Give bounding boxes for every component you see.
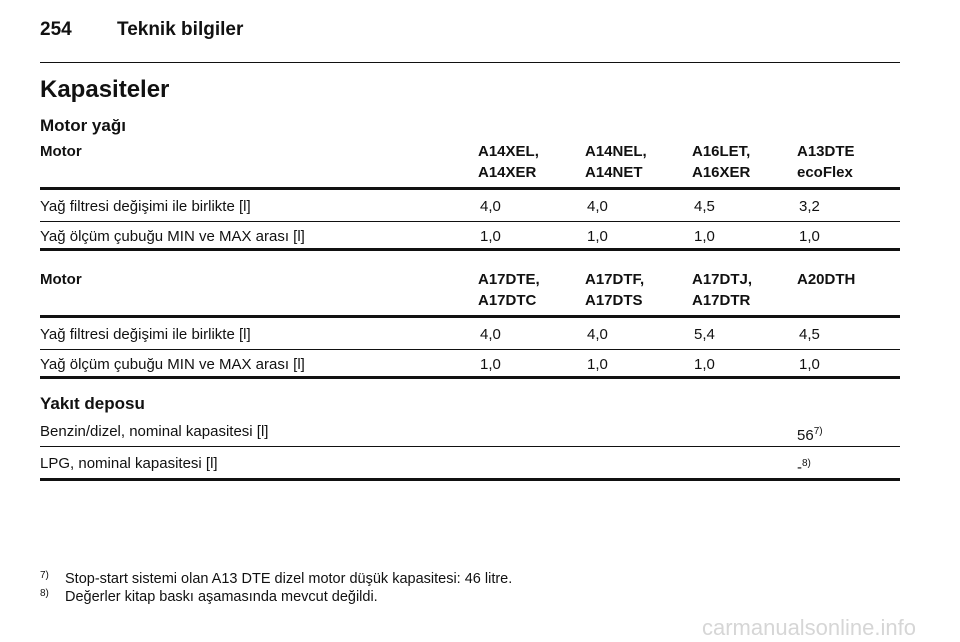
row-label: Yağ filtresi değişimi ile birlikte [l] [40,326,251,343]
footnote-ref: 8) [802,458,811,469]
table-cell: 567) [797,422,823,446]
row-label: Yağ ölçüm çubuğu MIN ve MAX arası [l] [40,228,305,245]
table-cell: 1,0 [480,228,501,245]
row-label: Yağ ölçüm çubuğu MIN ve MAX arası [l] [40,356,305,373]
table-rule [40,446,900,447]
subsection-title: Yakıt deposu [40,394,145,413]
column-header: A17DTF, [585,271,645,288]
table-cell: 1,0 [587,356,608,373]
subsection-title: Motor yağı [40,116,126,135]
table-cell: 4,5 [799,326,820,343]
table-cell: 3,2 [799,198,820,215]
table-cell: -8) [797,454,811,478]
page-title: Teknik bilgiler [117,19,244,40]
column-header: A16XER [692,164,751,181]
table-cell: 4,5 [694,198,715,215]
row-label: LPG, nominal kapasitesi [l] [40,455,218,472]
column-header: A17DTS [585,292,643,309]
table-rule [40,221,900,222]
footnote-text: Değerler kitap baskı aşamasında mevcut d… [65,589,378,605]
column-header: A14NEL, [585,143,647,160]
column-header: A17DTE, [478,271,540,288]
value: 56 [797,427,814,444]
table-cell: 1,0 [480,356,501,373]
column-header: A17DTJ, [692,271,753,288]
table-rule [40,187,900,190]
column-header: A20DTH [797,271,856,288]
footnote-ref: 7) [813,426,823,437]
table-cell: 1,0 [587,228,608,245]
header-rule [40,62,900,63]
row-label: Benzin/dizel, nominal kapasitesi [l] [40,423,269,440]
column-header: A14XEL, [478,143,539,160]
table-cell: 4,0 [587,198,608,215]
table-cell: 1,0 [799,228,820,245]
table-rule [40,478,900,481]
value: - [797,459,802,476]
table-rule [40,376,900,379]
table-cell: 1,0 [694,228,715,245]
table-rule [40,349,900,350]
table-cell: 5,4 [694,326,715,343]
table-rule [40,315,900,318]
table-cell: 4,0 [480,326,501,343]
row-label: Yağ filtresi değişimi ile birlikte [l] [40,198,251,215]
table-cell: 4,0 [480,198,501,215]
table-cell: 1,0 [799,356,820,373]
table-cell: 1,0 [694,356,715,373]
section-title: Kapasiteler [40,76,170,103]
column-header: A16LET, [692,143,751,160]
footnote-marker: 8) [40,588,49,599]
column-header: A13DTE [797,143,855,160]
table-rule [40,248,900,251]
column-header: Motor [40,143,82,160]
footnote-marker: 7) [40,570,49,581]
column-header: A14XER [478,164,537,181]
footnote-text: Stop-start sistemi olan A13 DTE dizel mo… [65,571,513,587]
column-header: A17DTC [478,292,537,309]
table-cell: 4,0 [587,326,608,343]
column-header: ecoFlex [797,164,853,181]
column-header: A17DTR [692,292,751,309]
page-number: 254 [40,19,72,40]
watermark: carmanualsonline.info [701,615,916,640]
column-header: A14NET [585,164,643,181]
column-header: Motor [40,271,82,288]
